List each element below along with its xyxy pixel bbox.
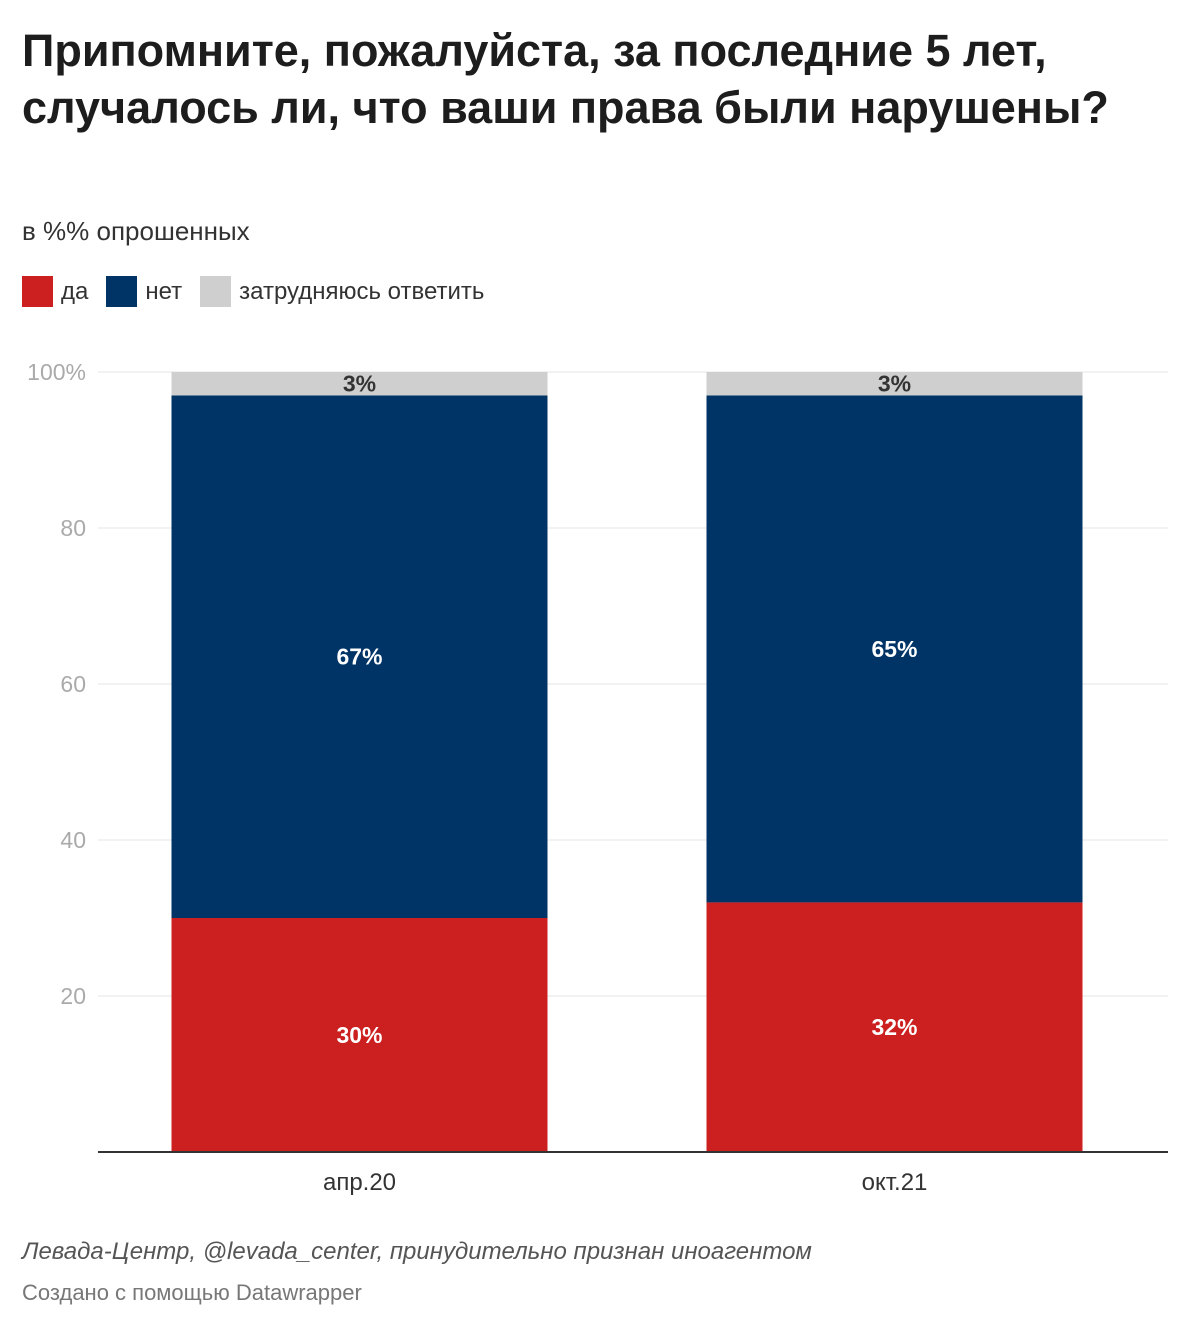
y-tick-label-100: 100% xyxy=(27,359,86,385)
legend-swatch-no xyxy=(106,276,138,307)
bar-да-0 xyxy=(171,918,548,1152)
data-label-0-0: 30% xyxy=(336,1022,382,1048)
stacked-bar-chart: 20 40 60 80 100% 30% 67% 3% апр.20 32% 65% 3% окт.21 xyxy=(27,359,1168,1196)
bar-затрудняюсь-ответить-0 xyxy=(171,372,548,396)
legend-item-no: нет xyxy=(106,276,182,307)
y-tick-label-40: 40 xyxy=(60,827,86,853)
credit-note: Создано с помощью Datawrapper xyxy=(22,1280,362,1305)
chart-title: Припомните, пожалуйста, за последние 5 л… xyxy=(22,25,1109,133)
legend-swatch-yes xyxy=(22,276,53,307)
bar-нет-0 xyxy=(171,395,548,918)
legend-label-unsure: затрудняюсь ответить xyxy=(239,277,485,305)
data-label-1-1: 65% xyxy=(871,636,917,662)
legend-label-no: нет xyxy=(145,277,183,305)
source-note: Левада-Центр, @levada_center, принудител… xyxy=(22,1238,812,1265)
legend-swatch-unsure xyxy=(200,276,232,307)
y-tick-label-80: 80 xyxy=(60,515,86,541)
data-label-0-1: 32% xyxy=(871,1014,917,1040)
x-tick-label-0: апр.20 xyxy=(323,1169,396,1196)
bar-да-1 xyxy=(706,902,1083,1152)
x-tick-label-1: окт.21 xyxy=(862,1169,928,1196)
chart-subtitle: в %% опрошенных xyxy=(22,216,250,246)
legend-item-yes: да xyxy=(22,276,88,307)
legend: да нет затрудняюсь ответить xyxy=(22,276,502,307)
data-label-1-0: 67% xyxy=(336,644,382,670)
y-tick-label-60: 60 xyxy=(60,671,86,697)
y-tick-label-20: 20 xyxy=(60,983,86,1009)
legend-label-yes: да xyxy=(61,277,89,305)
bar-нет-1 xyxy=(706,395,1083,903)
bar-затрудняюсь-ответить-1 xyxy=(706,372,1083,396)
data-label-2-0: 3% xyxy=(343,371,376,397)
data-label-2-1: 3% xyxy=(878,371,911,397)
legend-item-unsure: затрудняюсь ответить xyxy=(200,276,484,307)
